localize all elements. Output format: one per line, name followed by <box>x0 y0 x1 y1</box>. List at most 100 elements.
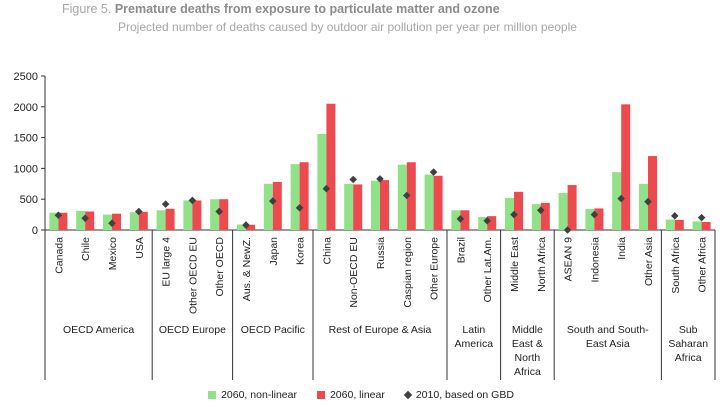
category-label: North Africa <box>536 237 548 292</box>
bar-linear <box>58 212 68 230</box>
group-label: North <box>515 352 541 364</box>
bar-nonlinear <box>129 212 139 230</box>
bar-linear <box>299 162 309 230</box>
bar-nonlinear <box>183 200 193 230</box>
group-label: Saharan <box>668 338 708 350</box>
category-label: Russia <box>375 237 387 269</box>
marker-gbd <box>376 175 384 183</box>
marker-gbd <box>135 207 143 216</box>
category-label: Other Africa <box>697 237 709 293</box>
marker-gbd <box>671 212 679 220</box>
marker-gbd <box>349 175 357 184</box>
category-label: Brazil <box>455 237 467 263</box>
legend-item-gbd: 2010, based on GBD <box>403 389 514 401</box>
category-label: Japan <box>268 237 280 266</box>
bar-linear <box>326 103 336 230</box>
marker-gbd <box>81 214 89 223</box>
marker-gbd <box>590 210 599 219</box>
category-label: Middle East <box>509 237 521 292</box>
marker-gbd <box>697 213 706 222</box>
category-label: Chile <box>80 237 92 261</box>
marker-gbd <box>322 184 331 193</box>
bar-linear <box>433 175 443 230</box>
category-label: India <box>616 237 628 260</box>
group-label: Africa <box>675 352 702 364</box>
category-label: Indonesia <box>589 237 601 283</box>
chart-legend: 2060, non-linear 2060, linear 2010, base… <box>0 389 722 401</box>
y-tick-label: 2500 <box>14 71 38 83</box>
bar-nonlinear <box>585 209 595 230</box>
bar-linear <box>540 202 550 230</box>
bar-linear <box>192 200 202 230</box>
category-label: Aus. & NewZ. <box>241 237 253 301</box>
bar-linear <box>85 211 95 230</box>
category-label: Other Lat.Am. <box>482 237 494 302</box>
category-label: USA <box>134 237 146 259</box>
bar-linear <box>353 184 363 230</box>
group-label: OECD Pacific <box>241 324 305 336</box>
category-label: Other OECD EU <box>187 237 199 314</box>
group-label: Sub <box>679 324 698 336</box>
category-label: Korea <box>295 237 307 265</box>
bar-nonlinear <box>612 172 622 230</box>
group-label: South and South- <box>567 324 649 336</box>
category-label: Canada <box>53 237 65 274</box>
marker-gbd <box>403 191 411 200</box>
legend-label-linear: 2060, linear <box>329 389 385 401</box>
bar-nonlinear <box>263 183 273 230</box>
bar-linear <box>219 199 229 230</box>
figure-subtitle: Projected number of deaths caused by out… <box>118 20 577 34</box>
y-tick-label: 1000 <box>14 163 38 175</box>
bar-nonlinear <box>103 214 112 230</box>
category-label: Other OECD <box>214 237 226 297</box>
group-label: OECD America <box>63 324 134 336</box>
marker-gbd <box>510 210 518 219</box>
marker-gbd <box>161 200 170 208</box>
y-tick-label: 0 <box>32 225 38 237</box>
bar-nonlinear <box>478 217 488 230</box>
bar-nonlinear <box>451 210 461 230</box>
bar-nonlinear <box>558 193 568 230</box>
category-label: Other Europe <box>429 237 441 300</box>
bar-nonlinear <box>639 183 648 230</box>
bar-nonlinear <box>397 164 407 230</box>
group-label: East & <box>512 338 543 350</box>
group-label: East Asia <box>586 338 630 350</box>
legend-item-linear: 2060, linear <box>316 389 385 401</box>
bar-linear <box>112 213 121 230</box>
legend-swatch-nonlinear <box>208 391 217 399</box>
group-label: Rest of Europe & Asia <box>329 324 432 336</box>
bar-linear <box>487 216 497 230</box>
bar-nonlinear <box>665 219 675 230</box>
legend-swatch-linear <box>316 391 325 399</box>
bar-nonlinear <box>424 174 434 230</box>
bar-nonlinear <box>290 164 300 230</box>
category-label: China <box>321 237 333 265</box>
marker-gbd <box>483 216 491 225</box>
legend-label-nonlinear: 2060, non-linear <box>221 389 297 401</box>
bar-linear <box>701 221 711 230</box>
bar-nonlinear <box>49 212 59 230</box>
figure-title-text: Premature deaths from exposure to partic… <box>114 2 500 16</box>
marker-gbd <box>242 221 250 229</box>
bar-nonlinear <box>344 183 354 230</box>
category-label: South Africa <box>670 237 682 294</box>
bar-linear <box>648 156 657 230</box>
bar-nonlinear <box>210 199 220 230</box>
marker-gbd <box>269 197 277 205</box>
bar-nonlinear <box>531 204 541 230</box>
marker-gbd <box>537 206 545 215</box>
marker-gbd <box>617 194 625 203</box>
marker-gbd <box>54 211 63 220</box>
category-label: Other Asia <box>643 237 655 286</box>
group-label: America <box>455 338 494 350</box>
marker-gbd <box>108 219 116 228</box>
bar-nonlinear <box>237 224 246 230</box>
y-tick-label: 2000 <box>14 102 38 114</box>
bar-linear <box>594 208 604 230</box>
y-tick-label: 500 <box>20 194 38 206</box>
bar-linear <box>514 191 523 230</box>
marker-gbd <box>188 196 197 205</box>
bar-linear <box>246 224 255 230</box>
